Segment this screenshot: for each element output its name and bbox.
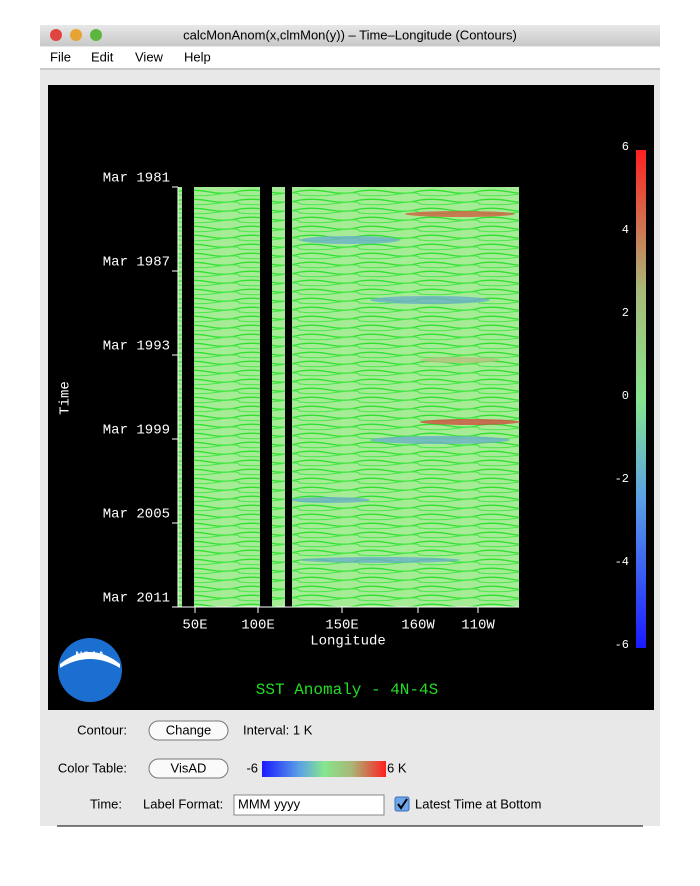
checkbox-label: Latest Time at Bottom [415, 796, 541, 811]
button-label: Change [166, 722, 212, 737]
range-min: -6 [246, 760, 258, 775]
y-tick-label: Mar 2011 [103, 591, 170, 607]
button-label: VisAD [171, 760, 207, 775]
logo-wave [60, 652, 120, 668]
x-tick-label: 160W [401, 618, 435, 634]
menu-bar [40, 47, 660, 68]
menu-item[interactable]: File [50, 49, 71, 64]
window-title: calcMonAnom(x,clmMon(y)) – Time–Longitud… [183, 27, 517, 42]
color-table-preview [262, 761, 386, 777]
x-tick-label: 50E [182, 618, 207, 634]
colorbar-tick-label: 6 [622, 140, 629, 154]
y-tick-label: Mar 1999 [103, 423, 170, 439]
menu-item[interactable]: View [135, 49, 164, 64]
y-tick-label: Mar 1981 [103, 171, 170, 187]
range-max: 6 K [387, 760, 407, 775]
missing-column [285, 187, 292, 607]
y-axis-label: Time [58, 381, 74, 415]
colorbar-tick-label: -2 [615, 472, 629, 486]
format-input[interactable] [233, 794, 385, 816]
missing-column [260, 187, 272, 607]
checkmark [397, 798, 408, 810]
label: Label Format: [143, 796, 223, 811]
logo-text: NOAA [75, 651, 104, 662]
y-tick-label: Mar 1987 [103, 255, 170, 271]
visad-button[interactable] [148, 758, 229, 779]
menu-item[interactable]: Help [184, 49, 211, 64]
minimize-button[interactable] [70, 29, 82, 41]
colorbar-tick-label: 4 [622, 223, 629, 237]
zoom-button[interactable] [90, 29, 102, 41]
plot-title: SST Anomaly - 4N-4S [256, 681, 438, 699]
colorbar [636, 150, 646, 648]
x-tick-label: 100E [241, 618, 275, 634]
menu-item[interactable]: Edit [91, 49, 114, 64]
contour-field [178, 187, 519, 607]
contour-patches [290, 211, 520, 563]
noaa-logo [58, 638, 122, 702]
title-bar [40, 25, 660, 46]
label: Time: [90, 796, 122, 811]
label: Contour: [77, 722, 127, 737]
colorbar-tick-label: -4 [615, 555, 629, 569]
change-button[interactable] [148, 720, 229, 741]
label: Color Table: [58, 760, 127, 775]
y-tick-label: Mar 1993 [103, 339, 170, 355]
x-axis-label: Longitude [310, 634, 386, 650]
colorbar-tick-label: 2 [622, 306, 629, 320]
input-value: MMM yyyy [238, 796, 301, 811]
missing-column [182, 187, 194, 607]
colorbar-tick-label: -6 [615, 638, 629, 652]
x-tick-label: 110W [461, 618, 495, 634]
x-tick-label: 150E [325, 618, 359, 634]
y-tick-label: Mar 2005 [103, 507, 170, 523]
colorbar-tick-label: 0 [622, 389, 629, 403]
interval: Interval: 1 K [243, 722, 313, 737]
close-button[interactable] [50, 29, 62, 41]
